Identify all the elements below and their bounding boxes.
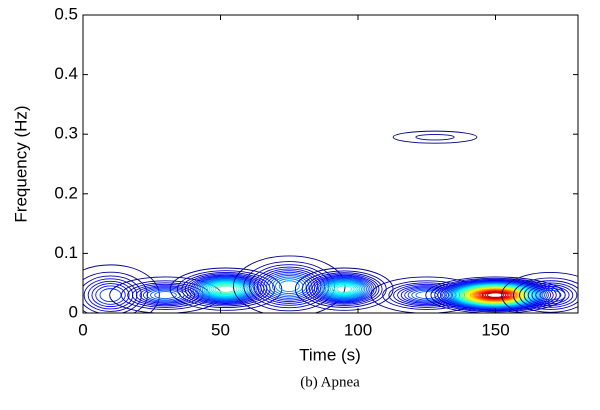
contour-line <box>198 278 254 300</box>
x-tick-label: 50 <box>211 320 230 339</box>
contour-line <box>150 289 181 301</box>
contour-line <box>326 281 363 298</box>
contour-line <box>328 281 361 297</box>
contour-line <box>333 284 355 294</box>
contour-line <box>331 283 357 295</box>
contour-line <box>404 287 450 303</box>
contour-line <box>95 285 126 305</box>
contour-line <box>194 276 258 302</box>
contour-line <box>329 282 359 296</box>
plot-area <box>83 15 578 313</box>
contour-line <box>200 279 252 300</box>
contour-line <box>278 280 300 293</box>
contour-line <box>407 288 446 302</box>
contour-line <box>305 272 383 307</box>
contour-line <box>483 291 508 299</box>
contour-line <box>83 278 138 312</box>
contour-line <box>192 276 260 303</box>
contour-line <box>271 276 307 296</box>
contour-line <box>268 274 310 298</box>
contour-line <box>321 279 368 300</box>
contour-line <box>513 277 578 313</box>
contour-line <box>501 271 578 313</box>
contour-line <box>83 275 142 313</box>
x-tick-label: 0 <box>78 320 87 339</box>
contour-line <box>91 283 130 308</box>
contour-line <box>324 280 364 298</box>
contour-line <box>531 286 570 305</box>
contour-line <box>415 133 455 141</box>
contour-line <box>214 284 238 294</box>
contour-line <box>206 281 246 297</box>
contour-line <box>83 271 148 313</box>
y-axis-label: Frequency (Hz) <box>11 105 30 222</box>
contour-line <box>184 273 268 306</box>
contour-line <box>210 283 242 296</box>
y-tick-label: 0.4 <box>54 64 78 83</box>
contour-line <box>176 270 276 309</box>
x-axis-label: Time (s) <box>299 345 361 364</box>
contour-line <box>212 283 240 295</box>
contour-line <box>539 289 562 301</box>
contour-line <box>523 282 578 308</box>
y-tick-label: 0.5 <box>54 4 78 23</box>
contour-line <box>169 267 283 311</box>
contour-line <box>317 277 371 301</box>
contour-line <box>208 282 244 297</box>
contour-line <box>142 287 189 303</box>
contour-line <box>484 292 507 299</box>
contour-line <box>154 291 177 300</box>
x-tick-label: 100 <box>344 320 372 339</box>
y-tick-label: 0.3 <box>54 124 78 143</box>
y-tick-label: 0.2 <box>54 183 78 202</box>
contour-line <box>486 292 505 298</box>
contour-line <box>370 276 484 313</box>
contour-line <box>392 130 478 144</box>
contour-line <box>319 278 369 301</box>
contour-line <box>311 274 377 304</box>
contour-line <box>217 285 235 293</box>
plot-frame <box>82 14 579 314</box>
contour-line <box>535 287 566 303</box>
contour-line <box>203 280 249 298</box>
contour-line <box>323 279 366 299</box>
contour-line <box>411 289 443 301</box>
contour-line <box>336 285 353 293</box>
contour-line <box>266 273 313 299</box>
x-tick-label: 150 <box>481 320 509 339</box>
contour-line <box>400 286 453 304</box>
contour-line <box>309 273 380 305</box>
contour-line <box>83 264 160 313</box>
contour-line <box>87 280 134 310</box>
contour-line <box>527 284 574 306</box>
y-tick-label: 0 <box>69 302 78 321</box>
contour-line <box>397 285 457 306</box>
contour-line <box>205 280 247 298</box>
contour-line <box>519 280 578 310</box>
contour-line <box>196 277 256 301</box>
contour-line <box>316 276 373 302</box>
y-tick-label: 0.1 <box>54 243 78 262</box>
caption: (b) Apnea <box>300 374 360 390</box>
